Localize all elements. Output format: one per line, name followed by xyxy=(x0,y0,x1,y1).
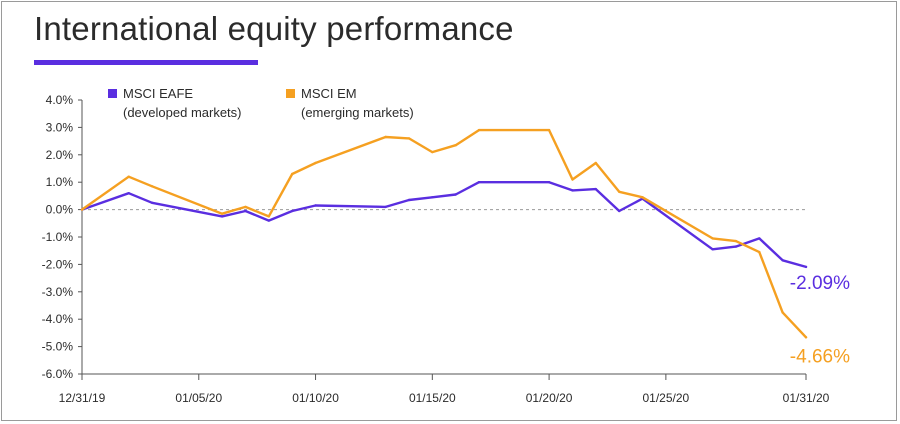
y-tick-label: -2.0% xyxy=(42,257,74,271)
legend-sublabel-msci-eafe: (developed markets) xyxy=(123,105,242,120)
data-point-msci-em xyxy=(758,250,761,254)
data-point-msci-em xyxy=(244,205,247,209)
x-tick-label: 01/25/20 xyxy=(643,391,690,405)
y-tick-label: -1.0% xyxy=(42,230,74,244)
data-point-msci-em xyxy=(734,239,738,243)
legend: MSCI EAFE (developed markets) MSCI EM (emer… xyxy=(108,86,414,120)
data-point-msci-em xyxy=(314,161,317,165)
x-tick-label: 01/20/20 xyxy=(526,391,573,405)
data-point-msci-em xyxy=(547,128,551,132)
data-point-msci-eafe xyxy=(571,189,574,192)
y-tick-label: -3.0% xyxy=(42,285,74,299)
data-point-msci-em xyxy=(80,208,84,211)
data-point-msci-em xyxy=(781,311,784,314)
data-point-msci-eafe xyxy=(594,187,597,191)
legend-sublabel-msci-em: (emerging markets) xyxy=(301,105,414,120)
data-point-msci-em xyxy=(711,237,714,240)
data-point-msci-eafe xyxy=(547,181,551,184)
x-tick-label: 01/15/20 xyxy=(409,391,456,405)
series-line-msci-em xyxy=(80,128,808,339)
data-point-msci-eafe xyxy=(711,248,714,251)
data-point-msci-eafe xyxy=(758,237,761,240)
data-point-msci-eafe xyxy=(454,193,457,196)
data-point-msci-eafe xyxy=(127,192,130,195)
data-point-msci-eafe xyxy=(244,209,247,213)
data-point-msci-em xyxy=(571,178,574,181)
x-tick-label: 01/10/20 xyxy=(292,391,339,405)
data-point-msci-em xyxy=(150,185,154,188)
data-point-msci-em xyxy=(220,212,224,215)
data-point-msci-em xyxy=(127,175,130,178)
y-tick-label: 3.0% xyxy=(46,120,74,134)
x-tick-label: 01/05/20 xyxy=(175,391,222,405)
page-title: International equity performance xyxy=(34,10,514,47)
data-point-msci-em xyxy=(384,135,387,139)
series-layer xyxy=(80,128,808,339)
data-point-msci-em xyxy=(618,190,621,193)
series-line-msci-eafe xyxy=(80,180,808,269)
data-point-msci-em xyxy=(641,196,644,199)
data-point-msci-em xyxy=(594,161,597,165)
y-tick-label: -6.0% xyxy=(42,367,74,381)
end-label-msci-eafe: -2.09% xyxy=(790,273,850,294)
y-tick-label: 2.0% xyxy=(46,148,74,162)
legend-label-msci-eafe: MSCI EAFE xyxy=(123,86,193,101)
y-tick-label: 0.0% xyxy=(46,203,74,217)
data-point-msci-em xyxy=(477,128,481,132)
data-point-msci-em xyxy=(291,172,294,176)
data-point-msci-eafe xyxy=(804,265,808,269)
data-point-msci-eafe xyxy=(267,219,270,222)
title-underline xyxy=(34,60,258,65)
data-point-msci-eafe xyxy=(220,215,224,218)
data-point-msci-eafe xyxy=(291,209,294,213)
y-tick-label: 1.0% xyxy=(46,175,74,189)
x-tick-label: 01/31/20 xyxy=(783,391,830,405)
data-point-msci-eafe xyxy=(477,181,481,184)
data-point-msci-eafe xyxy=(618,209,621,213)
end-label-msci-em: -4.66% xyxy=(790,346,850,367)
data-point-msci-em xyxy=(804,336,808,339)
x-tick-label: 12/31/19 xyxy=(59,391,106,405)
data-point-msci-em xyxy=(267,215,270,218)
axis-layer: 4.0% 3.0% 2.0% 1.0% 0.0% -1.0% -2.0% -3.0% -4.0%… xyxy=(42,93,830,405)
legend-swatch-msci-em xyxy=(286,89,295,98)
data-point-msci-em xyxy=(431,150,434,154)
data-point-msci-em xyxy=(407,137,411,140)
legend-swatch-msci-eafe xyxy=(108,89,117,98)
data-point-msci-eafe xyxy=(314,204,317,207)
y-tick-label: 4.0% xyxy=(46,93,74,107)
end-labels: -2.09% -4.66% xyxy=(790,273,850,367)
data-point-msci-em xyxy=(454,144,457,147)
y-tick-label: -4.0% xyxy=(42,312,74,326)
data-point-msci-eafe xyxy=(407,198,411,202)
data-point-msci-eafe xyxy=(384,205,387,209)
y-tick-label: -5.0% xyxy=(42,340,74,354)
legend-label-msci-em: MSCI EM xyxy=(301,86,357,101)
data-point-msci-eafe xyxy=(431,196,434,199)
data-point-msci-eafe xyxy=(781,259,784,262)
data-point-msci-eafe xyxy=(734,245,738,248)
data-point-msci-eafe xyxy=(150,201,154,204)
